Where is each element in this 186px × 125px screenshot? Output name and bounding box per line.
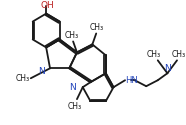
Text: N: N <box>38 67 45 76</box>
Text: N: N <box>164 64 171 73</box>
Text: CH₃: CH₃ <box>68 102 82 111</box>
Text: CH₃: CH₃ <box>16 74 30 83</box>
Text: CH₃: CH₃ <box>147 50 161 59</box>
Text: N: N <box>69 83 76 92</box>
Text: HN: HN <box>125 76 138 85</box>
Text: CH₃: CH₃ <box>90 23 104 32</box>
Text: OH: OH <box>40 1 54 10</box>
Text: CH₃: CH₃ <box>64 31 78 40</box>
Text: CH₃: CH₃ <box>172 50 186 59</box>
